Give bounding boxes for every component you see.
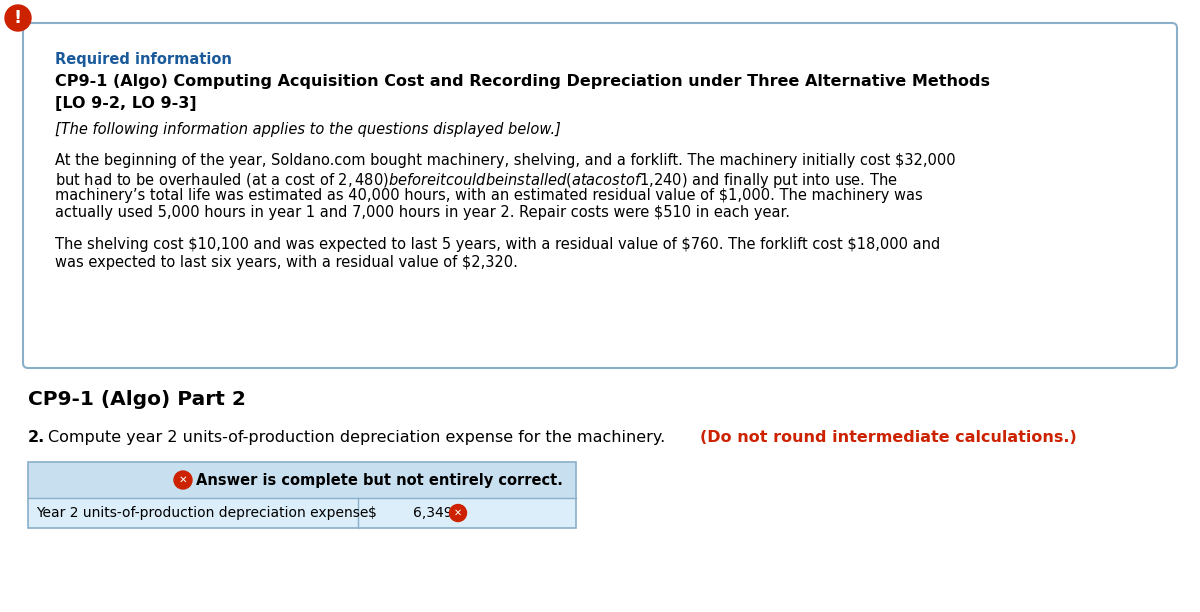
- Text: CP9-1 (Algo) Computing Acquisition Cost and Recording Depreciation under Three A: CP9-1 (Algo) Computing Acquisition Cost …: [55, 74, 990, 89]
- Text: machinery’s total life was estimated as 40,000 hours, with an estimated residual: machinery’s total life was estimated as …: [55, 188, 923, 203]
- Text: (Do not round intermediate calculations.): (Do not round intermediate calculations.…: [700, 430, 1076, 445]
- Text: [LO 9-2, LO 9-3]: [LO 9-2, LO 9-3]: [55, 96, 197, 111]
- Text: 2.: 2.: [28, 430, 46, 445]
- Text: actually used 5,000 hours in year 1 and 7,000 hours in year 2. Repair costs were: actually used 5,000 hours in year 1 and …: [55, 206, 790, 220]
- Text: 6,349: 6,349: [413, 506, 452, 520]
- Text: Year 2 units-of-production depreciation expense: Year 2 units-of-production depreciation …: [36, 506, 368, 520]
- Text: Compute year 2 units-of-production depreciation expense for the machinery.: Compute year 2 units-of-production depre…: [48, 430, 671, 445]
- FancyBboxPatch shape: [28, 498, 576, 528]
- Text: Answer is complete but not entirely correct.: Answer is complete but not entirely corr…: [196, 472, 563, 488]
- Text: was expected to last six years, with a residual value of $2,320.: was expected to last six years, with a r…: [55, 255, 518, 269]
- Text: CP9-1 (Algo) Part 2: CP9-1 (Algo) Part 2: [28, 390, 246, 409]
- Text: At the beginning of the year, Soldano.com bought machinery, shelving, and a fork: At the beginning of the year, Soldano.co…: [55, 153, 955, 168]
- Text: ✕: ✕: [179, 475, 187, 485]
- Text: [The following information applies to the questions displayed below.]: [The following information applies to th…: [55, 122, 560, 137]
- Text: !: !: [14, 9, 22, 27]
- Text: The shelving cost $10,100 and was expected to last 5 years, with a residual valu: The shelving cost $10,100 and was expect…: [55, 237, 941, 252]
- FancyBboxPatch shape: [23, 23, 1177, 368]
- Circle shape: [5, 5, 31, 31]
- FancyBboxPatch shape: [28, 462, 576, 498]
- Text: but had to be overhauled (at a cost of $2,480) before it could be installed (at : but had to be overhauled (at a cost of $…: [55, 171, 898, 190]
- Text: ✕: ✕: [454, 508, 462, 518]
- Text: $: $: [368, 506, 377, 520]
- Circle shape: [450, 504, 467, 521]
- Circle shape: [174, 471, 192, 489]
- Text: Required information: Required information: [55, 52, 232, 67]
